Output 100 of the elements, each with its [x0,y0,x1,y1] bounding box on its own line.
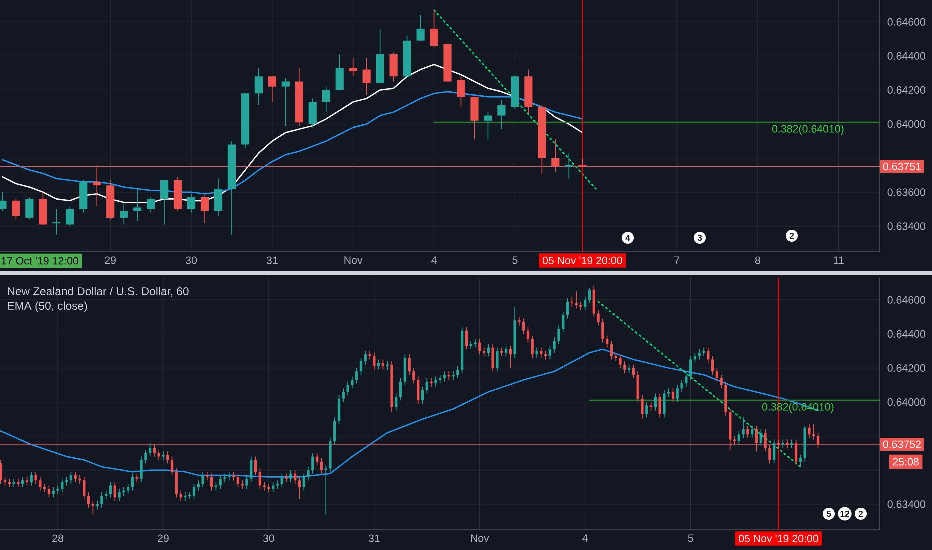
candlestick [134,188,142,222]
candlestick [160,180,169,226]
candlestick [808,424,811,438]
y-tick-label: 0.64200 [888,364,926,372]
candlestick [790,439,794,449]
candlestick [522,318,526,335]
candlestick [632,364,636,379]
candlestick [114,482,116,502]
candlestick [474,338,477,348]
candlestick [782,439,784,449]
candlestick [336,54,344,91]
candlestick [553,337,556,354]
candlestick [421,386,424,404]
candlestick [492,344,494,372]
candlestick [592,286,596,318]
candlestick [140,456,143,483]
candlestick [294,470,297,484]
candlestick [580,301,582,311]
candlestick [312,452,314,474]
candlestick [162,451,165,461]
candlestick [52,209,62,236]
candlestick [773,439,776,464]
annotation: 12 [840,510,850,518]
candlestick [434,376,438,388]
candlestick [202,472,204,488]
candlestick [711,356,714,376]
candlestick [690,356,692,381]
candlestick [39,476,42,492]
candlestick [282,78,290,126]
candlestick [324,464,328,516]
candlestick [166,451,170,464]
y-tick-label: 0.64000 [888,120,926,128]
annotation: 3 [698,234,702,242]
candlestick [565,152,574,180]
candlestick [457,76,466,108]
ref-line-label: 0.63751 [883,162,921,170]
candlestick [395,393,398,412]
candlestick [175,468,178,498]
candlestick [254,68,263,106]
candlestick [48,485,51,498]
candlestick [746,426,750,438]
x-tick-label: 5 [688,534,694,542]
candlestick [416,14,425,42]
candlestick [738,430,740,446]
candlestick [448,371,450,381]
candlestick [658,393,662,418]
candlestick [619,354,622,369]
candlestick [610,340,614,360]
x-tick-label: 05 Nov '19 20:00 [542,256,622,264]
candlestick [575,291,578,310]
annotation: 4 [626,235,630,241]
candlestick [504,346,508,357]
candlestick [676,384,679,403]
candlestick [417,376,420,404]
candlestick [382,359,385,370]
candlestick [500,347,504,357]
candlestick [540,347,543,358]
candlestick [799,454,802,468]
candlestick [584,296,587,311]
candlestick [597,310,600,326]
candlestick [360,358,363,376]
candlestick [404,354,406,386]
candlestick [558,325,560,345]
candlestick [109,482,112,498]
candlestick [254,456,258,476]
candlestick [390,52,398,82]
candlestick [56,485,60,495]
candlestick [702,347,706,357]
candlestick [320,458,323,474]
candlestick [272,482,275,493]
candlestick [636,371,640,403]
candlestick [338,395,341,425]
candlestick [412,368,416,384]
candlestick [87,492,90,508]
annotation: 0.382(0.64010) [772,125,844,135]
candlestick [562,312,565,333]
x-tick-label: 05 Nov '19 20:00 [738,534,818,542]
candlestick [408,354,411,376]
candlestick [280,473,284,488]
candlestick [526,326,530,344]
x-tick-label: 5 [512,256,518,264]
candlestick [22,476,24,488]
candlestick [0,192,7,212]
x-tick-label: 29 [158,534,169,542]
candlestick [470,96,479,140]
candlestick [760,429,762,447]
candlestick [298,476,302,500]
candlestick [258,468,262,490]
candlestick [342,388,345,403]
candlestick [34,472,38,484]
candlestick [170,456,174,476]
text: 17 Oct '19 12:00 [2,257,79,265]
candlestick [698,349,701,360]
candlestick [373,352,376,370]
candlestick [685,372,688,388]
candlestick [606,335,609,348]
candlestick [70,472,73,484]
candlestick [680,380,684,392]
y-tick-label: 0.63400 [888,500,926,508]
candlestick [17,478,20,488]
